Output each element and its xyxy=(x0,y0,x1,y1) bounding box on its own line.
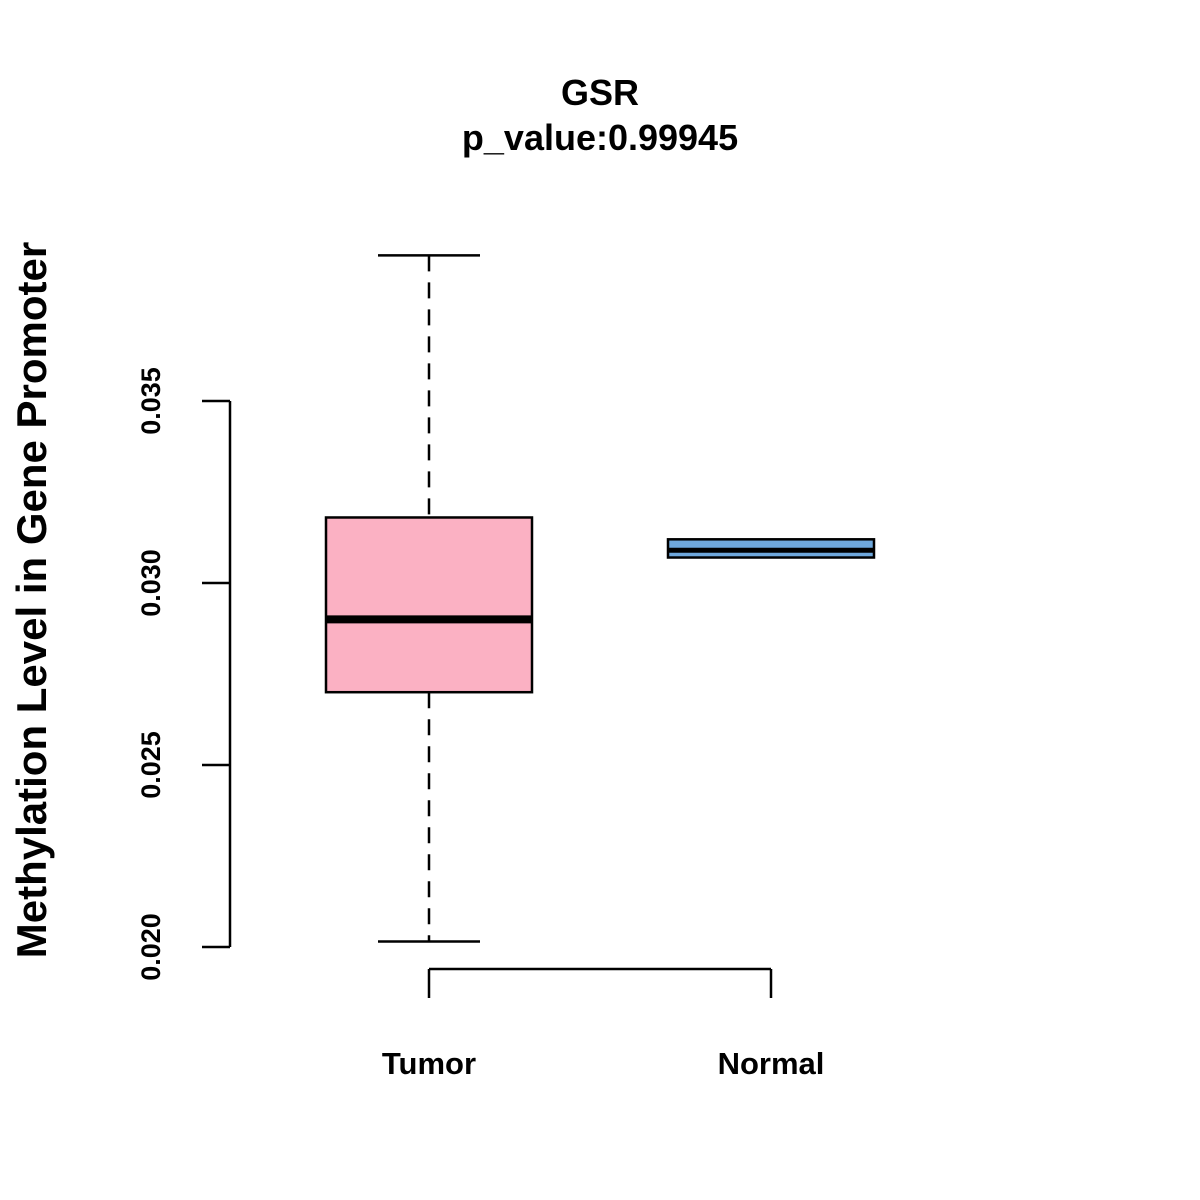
x-tick-label-tumor: Tumor xyxy=(382,1046,476,1081)
y-axis: 0.020 0.025 0.030 0.035 xyxy=(136,367,232,981)
box-normal xyxy=(666,538,876,559)
boxes xyxy=(324,254,876,943)
iqr-box xyxy=(324,516,534,694)
x-tick-label-normal: Normal xyxy=(718,1046,825,1081)
box-tumor xyxy=(324,254,534,943)
y-tick-label: 0.025 xyxy=(136,731,166,799)
chart-title: GSR xyxy=(561,72,639,113)
chart-subtitle: p_value:0.99945 xyxy=(462,117,738,158)
y-tick-label: 0.030 xyxy=(136,549,166,617)
x-axis: Tumor Normal xyxy=(382,967,825,1081)
y-tick-label: 0.020 xyxy=(136,913,166,981)
y-axis-title: Methylation Level in Gene Promoter xyxy=(8,242,55,958)
y-tick-label: 0.035 xyxy=(136,367,166,435)
